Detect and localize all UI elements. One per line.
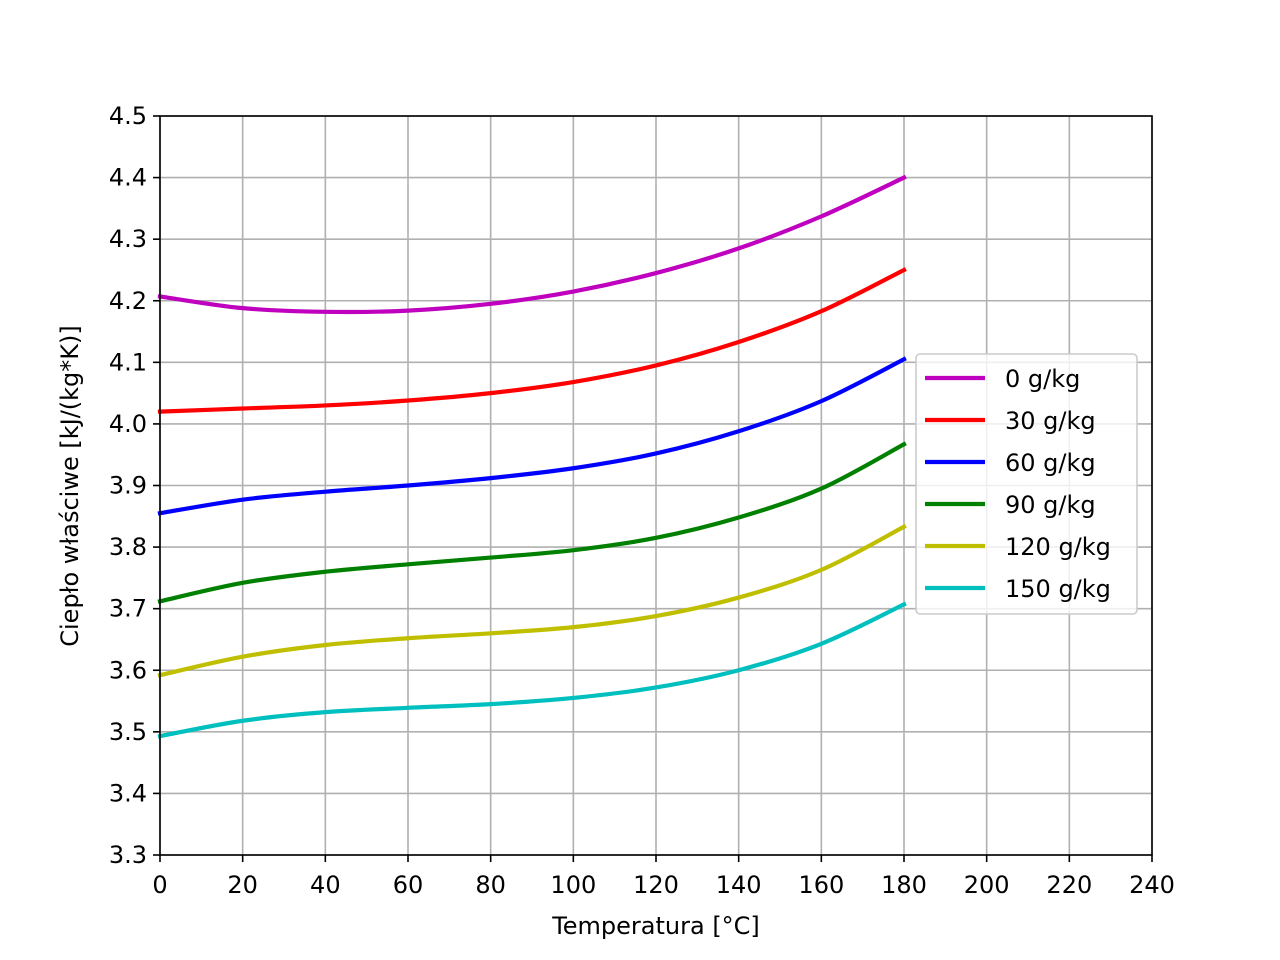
y-tick-label: 3.5 (109, 718, 147, 746)
y-tick-label: 3.4 (109, 779, 147, 807)
x-axis-label: Temperatura [°C] (551, 912, 760, 940)
x-tick-label: 200 (964, 871, 1010, 899)
x-tick-label: 20 (227, 871, 258, 899)
y-tick-label: 3.6 (109, 656, 147, 684)
series-line-150-g-kg (157, 601, 907, 739)
x-tick-label: 220 (1046, 871, 1092, 899)
legend-label: 90 g/kg (1005, 491, 1096, 519)
y-tick-label: 4.0 (109, 410, 147, 438)
y-tick-label: 4.4 (109, 164, 147, 192)
legend-label: 30 g/kg (1005, 407, 1096, 435)
legend: 0 g/kg 30 g/kg 60 g/kg 90 g/kg 120 g/kg 150 g… (915, 353, 1138, 615)
x-tick-label: 100 (550, 871, 596, 899)
series-line-0-g-kg (157, 174, 907, 315)
x-axis-ticks: 0 20 40 60 80 100 120 140 160 180 200 220 240 (152, 855, 1175, 899)
x-tick-label: 180 (881, 871, 927, 899)
series-line-60-g-kg (157, 356, 907, 516)
y-tick-label: 3.9 (109, 472, 147, 500)
y-tick-label: 3.7 (109, 595, 147, 623)
x-tick-label: 140 (716, 871, 762, 899)
x-tick-label: 160 (798, 871, 844, 899)
series-lines (157, 174, 907, 739)
x-tick-label: 240 (1129, 871, 1175, 899)
y-tick-label: 4.5 (109, 102, 147, 130)
y-tick-label: 4.3 (109, 225, 147, 253)
legend-label: 150 g/kg (1005, 575, 1111, 603)
legend-label: 0 g/kg (1005, 365, 1080, 393)
y-tick-label: 4.1 (109, 348, 147, 376)
series-line-30-g-kg (157, 267, 907, 414)
legend-label: 60 g/kg (1005, 449, 1096, 477)
series-line-120-g-kg (157, 523, 907, 678)
legend-label: 120 g/kg (1005, 533, 1111, 561)
legend-items: 0 g/kg 30 g/kg 60 g/kg 90 g/kg 120 g/kg 150 g… (925, 365, 1111, 603)
series-line-90-g-kg (157, 441, 907, 604)
y-tick-label: 4.2 (109, 287, 147, 315)
x-tick-label: 0 (152, 871, 167, 899)
y-tick-label: 3.8 (109, 533, 147, 561)
x-tick-label: 60 (393, 871, 424, 899)
x-tick-label: 80 (475, 871, 506, 899)
y-axis-ticks: 3.3 3.4 3.5 3.6 3.7 3.8 3.9 4.0 4.1 4.2 4.3 4.4 4.5 (109, 102, 160, 869)
y-axis-label: Ciepło właściwe [kJ/(kg*K)] (56, 325, 84, 647)
y-tick-label: 3.3 (109, 841, 147, 869)
x-tick-label: 40 (310, 871, 341, 899)
x-tick-label: 120 (633, 871, 679, 899)
